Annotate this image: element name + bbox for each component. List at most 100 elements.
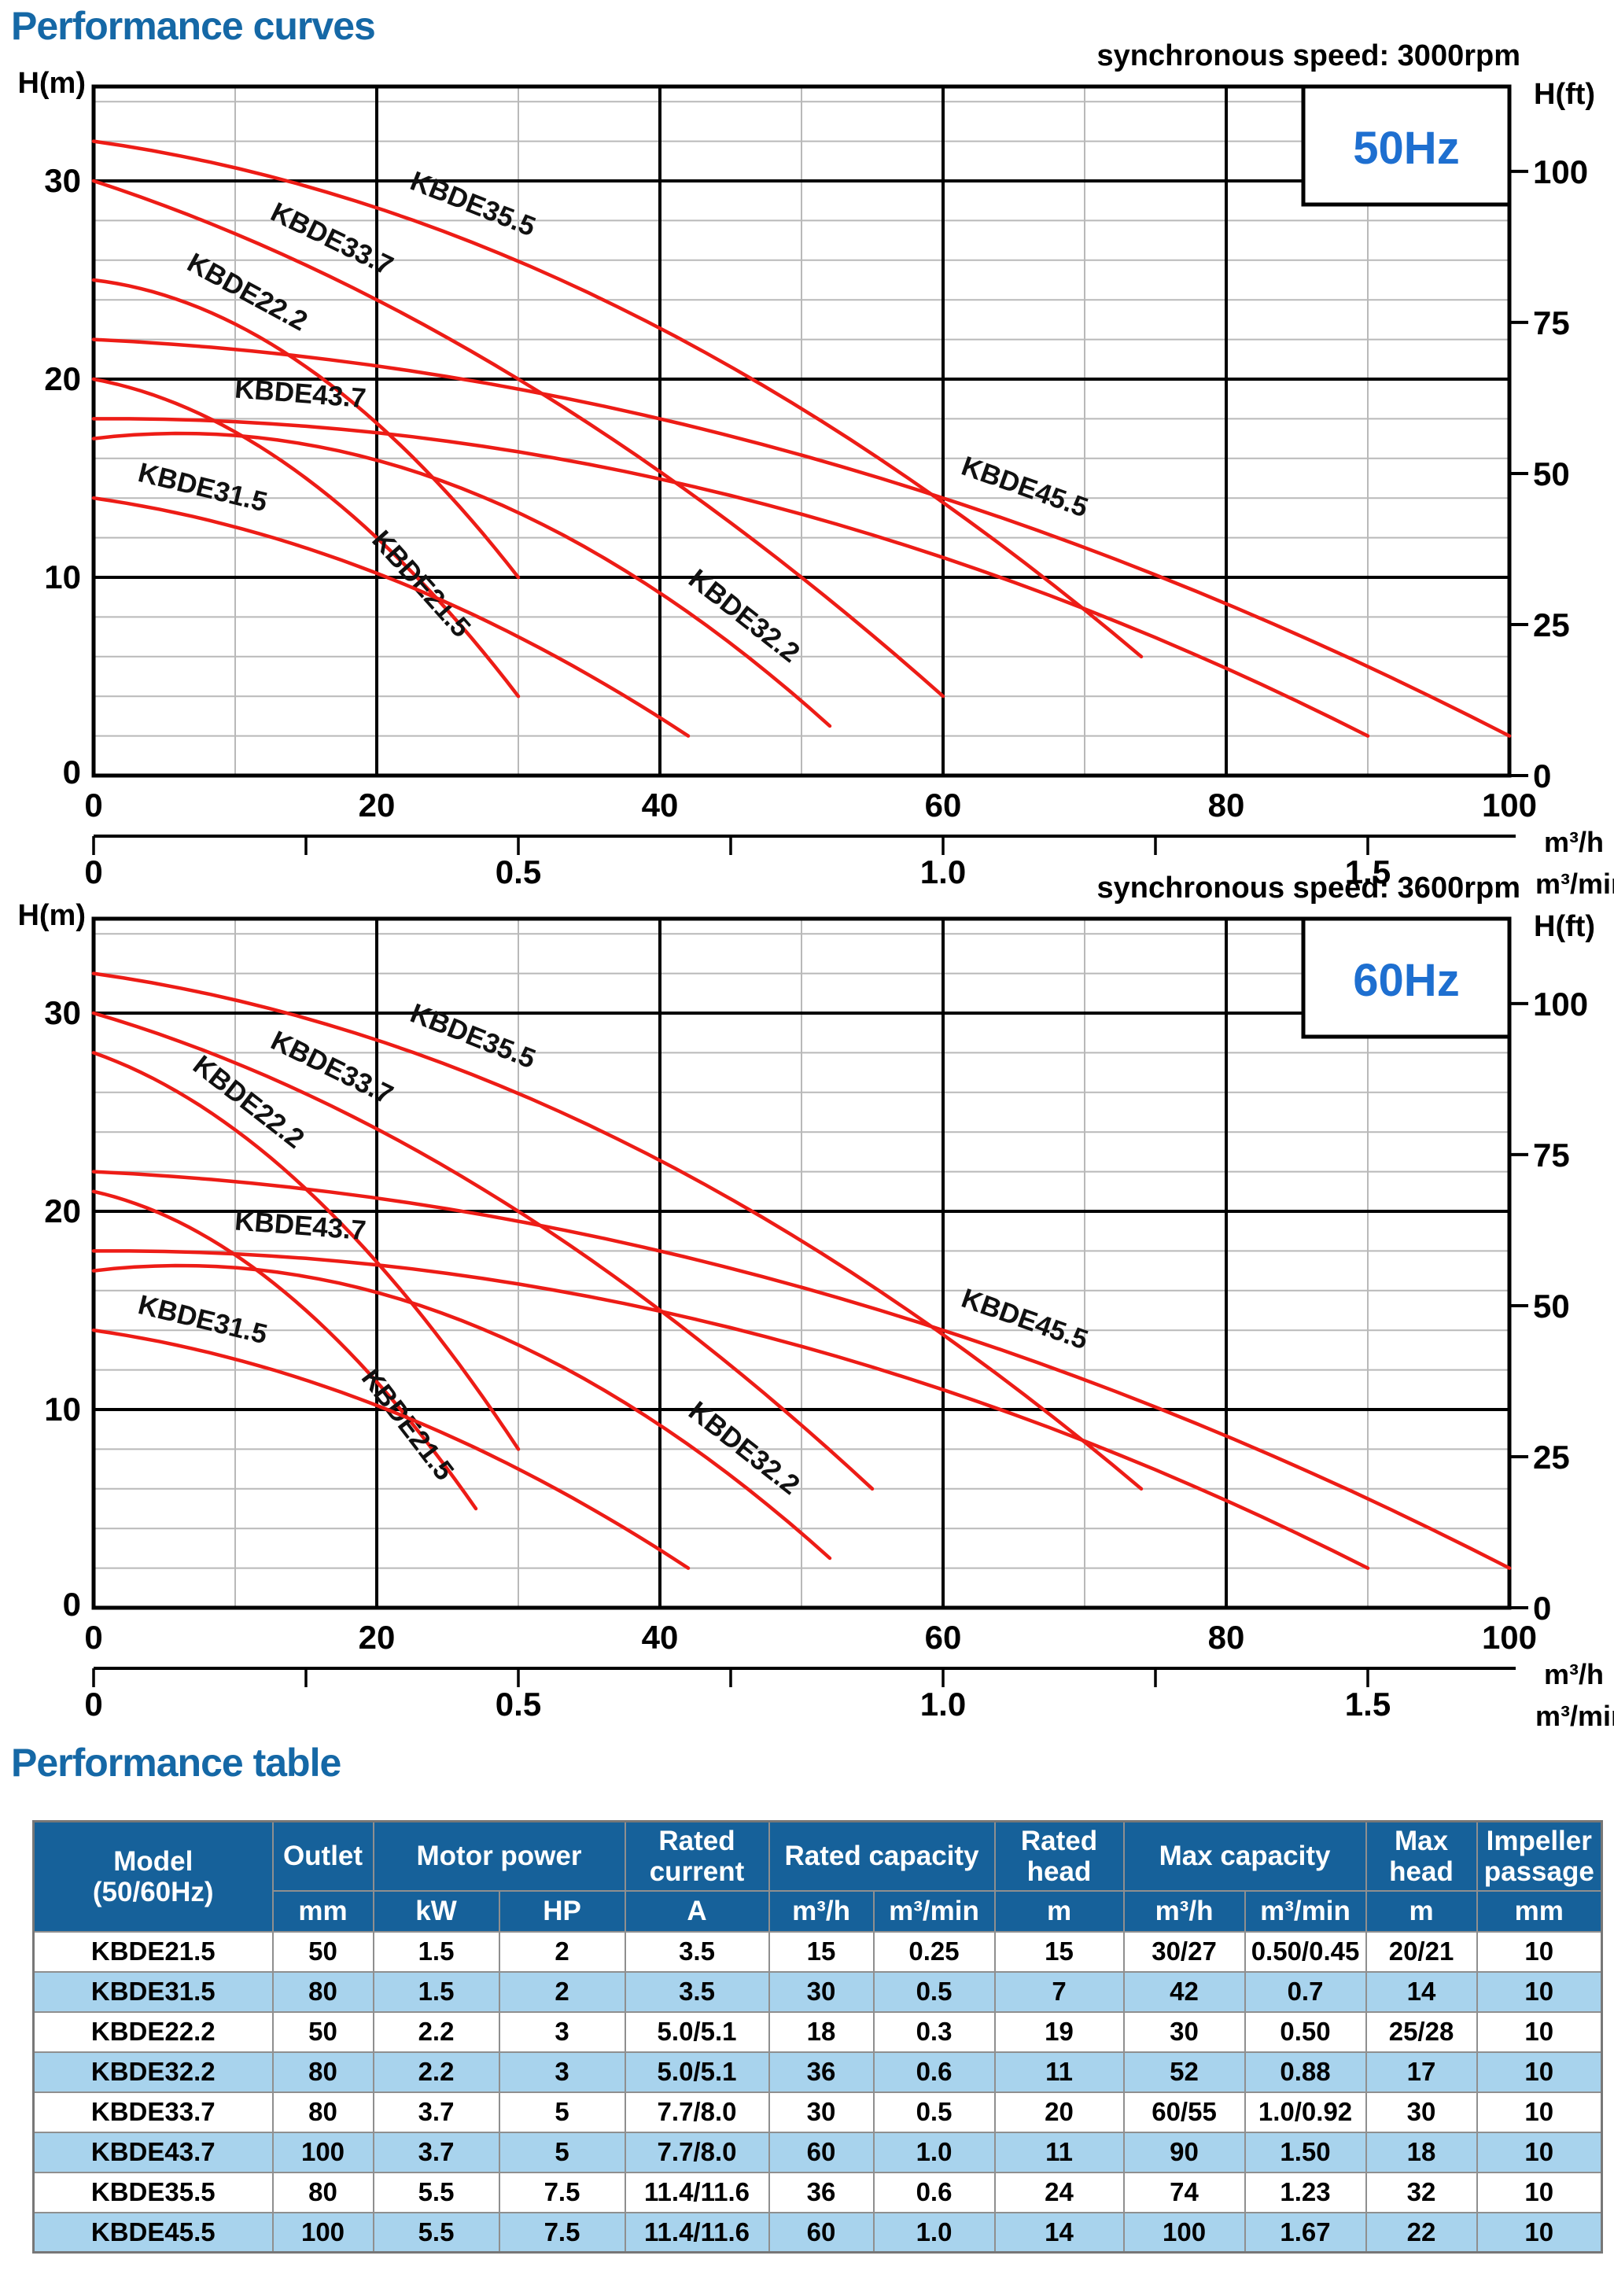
table-row: KBDE31.5 80 1.5 2 3.5 30 0.5 7 42 0.7 14 10 xyxy=(32,1970,1603,2013)
table-cell: 17 xyxy=(1365,2051,1478,2093)
x-tick-label: 60 xyxy=(925,1619,962,1656)
table-cell: 1.67 xyxy=(1244,2211,1367,2254)
table-cell: 10 xyxy=(1476,2091,1603,2133)
table-row: KBDE45.5 100 5.5 7.5 11.4/11.6 60 1.0 14 100 1.67… xyxy=(32,2211,1603,2254)
x-tick-label: 80 xyxy=(1208,1619,1245,1656)
y-left-axis-title: H(m) xyxy=(17,899,86,932)
table-row: KBDE21.5 50 1.5 2 3.5 15 0.25 15 30/27 0.50/0.45 2… xyxy=(32,1930,1603,1973)
table-cell: 7.5 xyxy=(498,2171,626,2213)
table-cell: 1.50 xyxy=(1244,2131,1367,2173)
model-cell: KBDE31.5 xyxy=(32,1970,274,2013)
table-cell: 1.5 xyxy=(372,1930,500,1973)
curve-kbde43.7 xyxy=(91,1249,1370,1570)
table-cell: 0.7 xyxy=(1244,1970,1367,2013)
header-group: Rated capacity xyxy=(768,1820,996,1892)
x-unit-label: m³/h xyxy=(1544,826,1604,858)
model-cell: KBDE35.5 xyxy=(32,2171,274,2213)
table-cell: 0.3 xyxy=(872,2010,996,2053)
header-group: Motor power xyxy=(372,1820,626,1892)
table-cell: 20 xyxy=(993,2091,1125,2133)
table-cell: 30/27 xyxy=(1122,1930,1246,1973)
header-unit: HP xyxy=(498,1889,626,1933)
table-cell: 1.0/0.92 xyxy=(1244,2091,1367,2133)
table-cell: 19 xyxy=(993,2010,1125,2053)
table-cell: 5 xyxy=(498,2131,626,2173)
table-cell: 0.6 xyxy=(872,2051,996,2093)
chart-60hz: KBDE35.5KBDE33.7KBDE22.2KBDE45.5KBDE21.5… xyxy=(17,872,1614,1732)
curve-kbde31.5 xyxy=(91,496,691,738)
curve-kbde33.7 xyxy=(91,179,945,698)
freq-label: 50Hz xyxy=(1353,123,1459,174)
y-right-axis-title: H(ft) xyxy=(1534,910,1595,943)
table-cell: 11 xyxy=(993,2051,1125,2093)
x2-tick-label: 1.0 xyxy=(920,853,966,890)
table-row: KBDE43.7 100 3.7 5 7.7/8.0 60 1.0 11 90 1.50 18 10 xyxy=(32,2131,1603,2173)
table-cell: 10 xyxy=(1476,1970,1603,2013)
x2-tick-label: 1.5 xyxy=(1345,1686,1391,1723)
header-unit: m³/min xyxy=(1244,1889,1367,1933)
model-cell: KBDE22.2 xyxy=(32,2010,274,2053)
x2-tick-label: 0.5 xyxy=(496,1686,541,1723)
header-unit: m³/min xyxy=(872,1889,996,1933)
performance-table: Model (50/60Hz) Outlet Motor power Rated cu… xyxy=(32,1820,1604,2254)
table-row: KBDE35.5 80 5.5 7.5 11.4/11.6 36 0.6 24 74 1.23 32… xyxy=(32,2171,1603,2213)
x-tick-label: 20 xyxy=(359,1619,396,1656)
table-cell: 50 xyxy=(271,2010,374,2053)
table-cell: 5.5 xyxy=(372,2211,500,2254)
curve-kbde21.5 xyxy=(91,1189,478,1511)
table-cell: 3.7 xyxy=(372,2131,500,2173)
y-right-tick-label: 100 xyxy=(1533,986,1588,1023)
table-cell: 18 xyxy=(1365,2131,1478,2173)
table-cell: 3.5 xyxy=(624,1930,770,1973)
header-unit: m³/h xyxy=(768,1889,875,1933)
table-cell: 10 xyxy=(1476,2010,1603,2053)
table-cell: 90 xyxy=(1122,2131,1246,2173)
x-tick-label: 40 xyxy=(642,787,679,824)
table-cell: 80 xyxy=(271,2051,374,2093)
table-cell: 5.5 xyxy=(372,2171,500,2213)
model-cell: KBDE43.7 xyxy=(32,2131,274,2173)
y-tick-label: 30 xyxy=(44,994,81,1031)
table-cell: 2 xyxy=(498,1930,626,1973)
table-cell: 74 xyxy=(1122,2171,1246,2213)
table-cell: 15 xyxy=(768,1930,875,1973)
x-unit-label: m³/h xyxy=(1544,1658,1604,1690)
table-cell: 1.0 xyxy=(872,2211,996,2254)
y-tick-label: 30 xyxy=(44,162,81,199)
table-cell: 42 xyxy=(1122,1970,1246,2013)
table-cell: 11 xyxy=(993,2131,1125,2173)
curve-kbde35.5 xyxy=(91,971,1144,1491)
curve-kbde45.5 xyxy=(91,337,1512,738)
y-tick-label: 10 xyxy=(44,1391,81,1428)
table-cell: 22 xyxy=(1365,2211,1478,2254)
table-cell: 5.0/5.1 xyxy=(624,2010,770,2053)
curve-kbde22.2 xyxy=(91,278,521,580)
performance-curves-title: Performance curves xyxy=(11,4,376,48)
table-cell: 100 xyxy=(271,2211,374,2254)
curve-label-kbde21.5: KBDE21.5 xyxy=(366,525,477,643)
table-cell: 10 xyxy=(1476,2131,1603,2173)
table-cell: 20/21 xyxy=(1365,1930,1478,1973)
table-cell: 36 xyxy=(768,2051,875,2093)
x2-tick-label: 1.5 xyxy=(1345,853,1391,890)
table-cell: 5 xyxy=(498,2091,626,2133)
header-group: Rated head xyxy=(993,1820,1125,1892)
freq-box xyxy=(1301,916,1512,1039)
x2-unit-label: m³/min xyxy=(1535,868,1614,900)
table-cell: 60/55 xyxy=(1122,2091,1246,2133)
curve-label-kbde21.5: KBDE21.5 xyxy=(356,1363,460,1486)
header-unit: mm xyxy=(271,1889,374,1933)
curve-kbde43.7 xyxy=(91,417,1370,738)
table-cell: 2 xyxy=(498,1970,626,2013)
x-tick-label: 0 xyxy=(84,787,102,824)
table-cell: 1.0 xyxy=(872,2131,996,2173)
table-cell: 3 xyxy=(498,2051,626,2093)
y-tick-label: 20 xyxy=(44,1192,81,1229)
y-tick-label: 20 xyxy=(44,360,81,397)
x-tick-label: 80 xyxy=(1208,787,1245,824)
table-cell: 10 xyxy=(1476,1930,1603,1973)
y-tick-label: 0 xyxy=(63,754,81,791)
table-cell: 100 xyxy=(1122,2211,1246,2254)
table-cell: 32 xyxy=(1365,2171,1478,2213)
table-cell: 3.5 xyxy=(624,1970,770,2013)
